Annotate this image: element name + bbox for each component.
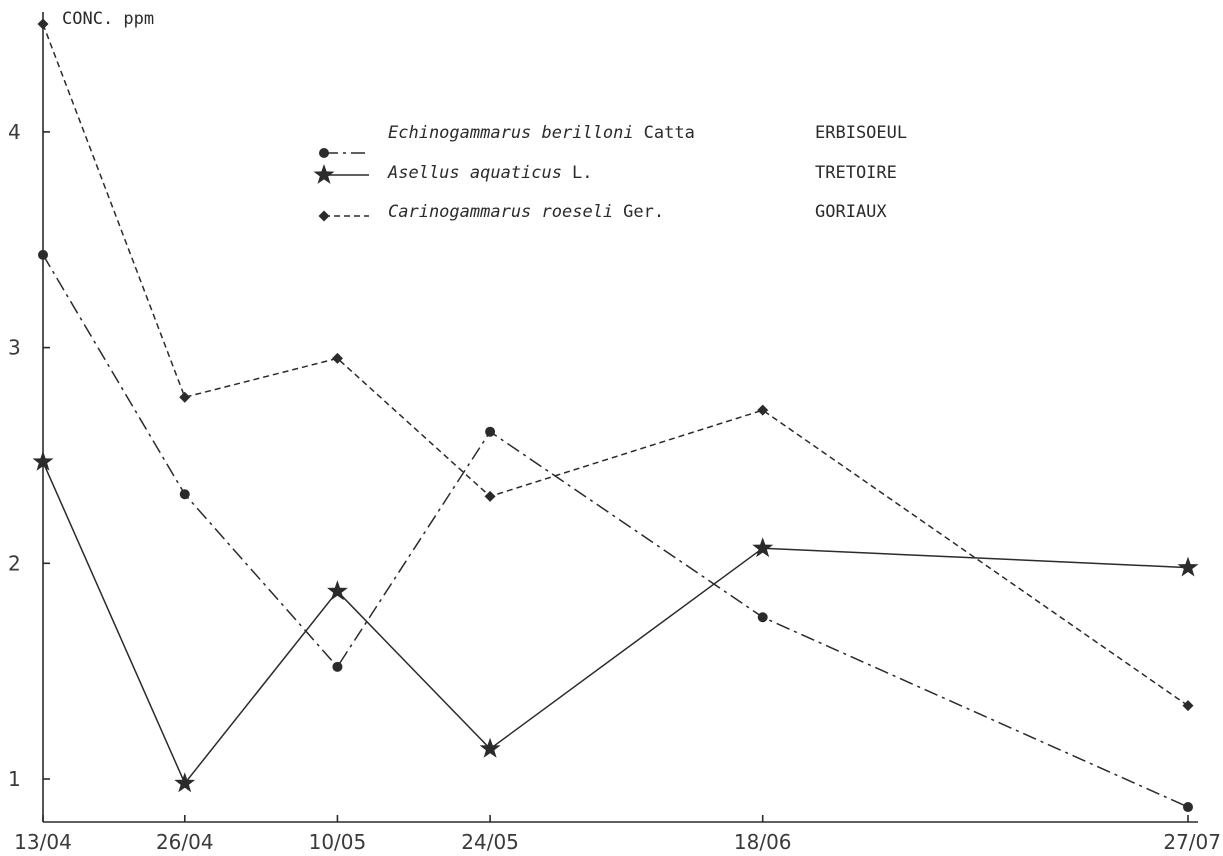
data-point — [752, 537, 774, 558]
legend-author: Ger. — [623, 202, 664, 222]
legend-entry: Echinogammarus berilloni Catta ERBISOEUL — [319, 123, 907, 158]
x-tick-label: 18/06 — [734, 830, 792, 854]
y-tick-label: 1 — [8, 767, 21, 791]
legend-site: GORIAUX — [815, 202, 887, 222]
legend: Echinogammarus berilloni Catta ERBISOEUL As… — [313, 123, 907, 222]
x-tick-label: 10/05 — [309, 830, 367, 854]
legend-label: Asellus aquaticus L. — [387, 163, 592, 183]
series-circle — [38, 249, 1193, 813]
data-point — [479, 737, 501, 758]
legend-label: Carinogammarus roeseli Ger. — [388, 202, 664, 222]
legend-species: Carinogammarus roeseli — [388, 202, 613, 222]
legend-marker — [313, 164, 335, 184]
legend-marker — [318, 210, 330, 222]
series-diamond — [37, 18, 1194, 712]
x-tick-label: 26/04 — [156, 830, 214, 854]
data-point — [179, 489, 190, 500]
data-point — [332, 661, 343, 672]
data-point — [757, 612, 768, 623]
data-point — [1183, 802, 1193, 813]
legend-species: Asellus aquaticus — [387, 163, 562, 183]
legend-entry: Asellus aquaticus L. TRETOIRE — [313, 163, 897, 184]
x-tick-label: 13/04 — [14, 830, 72, 854]
y-ticks: 1 2 3 4 — [8, 120, 50, 791]
data-point — [331, 352, 343, 364]
series-layer — [32, 18, 1199, 813]
legend-site: TRETOIRE — [815, 163, 897, 183]
x-ticks: 13/04 26/04 10/05 24/05 18/06 27/07 — [14, 815, 1221, 854]
series-line — [42, 461, 1189, 785]
y-axis-label: CONC. ppm — [62, 9, 154, 29]
data-point — [485, 426, 496, 437]
y-tick-label: 4 — [8, 120, 21, 144]
series-star — [32, 450, 1199, 793]
data-point — [1182, 700, 1194, 712]
x-tick-label: 24/05 — [461, 830, 519, 854]
data-point — [179, 391, 191, 403]
legend-label: Echinogammarus berilloni Catta — [388, 123, 695, 143]
data-point — [37, 18, 49, 30]
data-point — [38, 249, 48, 260]
data-point — [484, 490, 496, 502]
data-point — [757, 404, 769, 416]
data-point — [1177, 556, 1199, 577]
legend-author: Catta — [644, 123, 695, 143]
series-line — [42, 23, 1189, 707]
legend-entry: Carinogammarus roeseli Ger. GORIAUX — [318, 202, 887, 222]
x-tick-label: 27/07 — [1163, 830, 1221, 854]
data-point — [327, 580, 348, 601]
data-point — [32, 450, 54, 471]
legend-marker — [319, 148, 329, 158]
y-tick-label: 2 — [8, 551, 21, 575]
legend-species: Echinogammarus berilloni — [388, 123, 634, 143]
data-point — [174, 772, 196, 793]
legend-site: ERBISOEUL — [815, 123, 907, 143]
legend-author: L. — [572, 163, 592, 183]
y-tick-label: 3 — [8, 336, 21, 360]
series-line — [42, 254, 1189, 808]
